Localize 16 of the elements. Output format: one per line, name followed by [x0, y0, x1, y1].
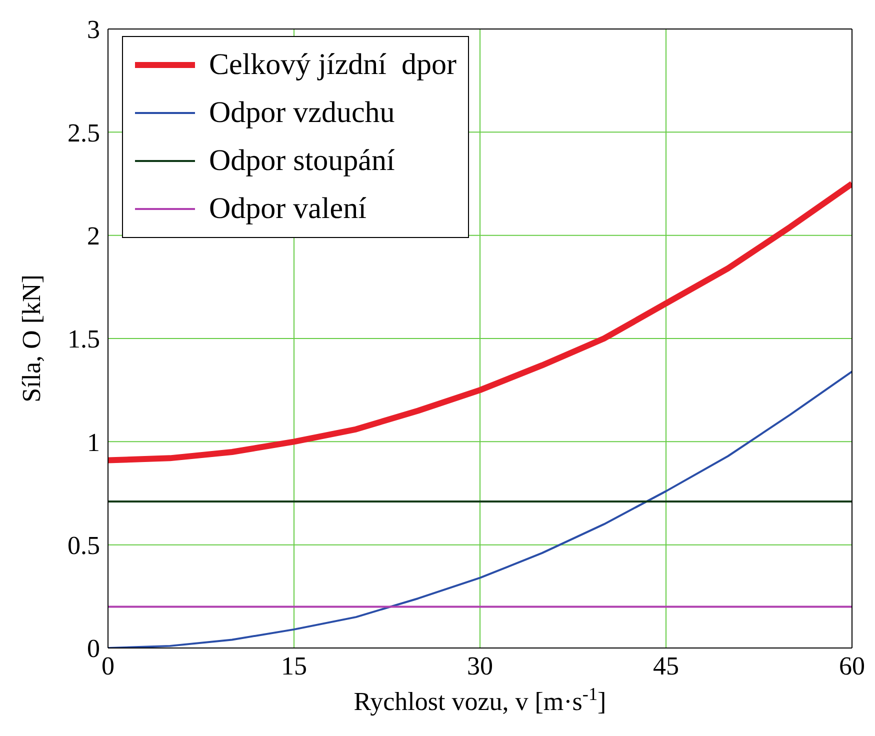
legend-label: Odpor vzduchu	[209, 96, 395, 130]
y-tick-label: 3	[87, 15, 100, 44]
y-tick-label: 2.5	[68, 118, 100, 148]
legend-label: Celkový jízdní dpor	[209, 48, 456, 82]
y-axis-title: Síla, O [kN]	[17, 274, 46, 402]
legend-label: Odpor valení	[209, 192, 366, 226]
x-tick-label: 60	[839, 651, 865, 680]
y-tick-label: 2	[87, 222, 100, 251]
y-tick-label: 1	[87, 428, 100, 457]
y-tick-label: 1.5	[68, 324, 100, 354]
y-tick-label: 0.5	[68, 531, 100, 560]
x-tick-label: 15	[281, 651, 307, 680]
x-axis-title: Rychlost vozu, v [m·s$^{-1}$]	[354, 684, 606, 716]
legend-label: Odpor stoupání	[209, 144, 395, 178]
x-tick-label: 45	[653, 651, 679, 680]
x-tick-label: 30	[467, 651, 493, 680]
